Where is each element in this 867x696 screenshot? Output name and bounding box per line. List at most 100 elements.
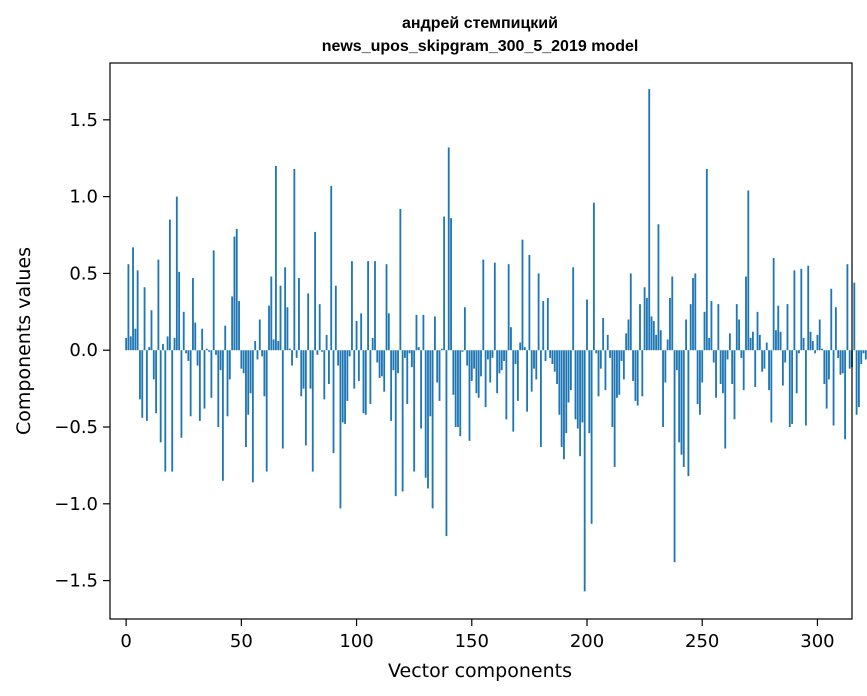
bar	[353, 350, 356, 389]
bar	[498, 350, 501, 374]
bar	[304, 350, 307, 446]
bar	[629, 273, 632, 351]
y-tick-label: −1.0	[54, 494, 98, 515]
bar	[182, 311, 185, 351]
y-tick-label: 0.0	[69, 340, 98, 361]
bar	[662, 350, 664, 428]
x-tick-label: 0	[120, 631, 131, 652]
bar	[429, 350, 432, 417]
bar	[348, 350, 351, 357]
bar	[466, 350, 469, 366]
bar	[611, 350, 614, 428]
bar	[208, 350, 211, 352]
bar	[173, 337, 176, 351]
bar	[825, 350, 828, 409]
bar	[493, 262, 496, 351]
bar	[770, 350, 773, 423]
bar	[768, 350, 770, 391]
bar	[546, 297, 549, 351]
bar	[786, 304, 789, 351]
bar	[788, 350, 791, 428]
bar	[406, 350, 409, 404]
bar	[834, 307, 837, 351]
bar	[588, 350, 591, 434]
bar	[427, 350, 429, 489]
bar	[597, 350, 600, 397]
bar	[795, 350, 798, 394]
bar	[233, 236, 236, 351]
bar	[187, 350, 190, 361]
bar	[277, 341, 280, 351]
bar	[715, 350, 717, 398]
bar	[231, 296, 234, 351]
bar	[496, 350, 499, 394]
bar	[645, 297, 648, 351]
bar	[828, 350, 830, 380]
bar	[745, 276, 747, 351]
bar	[731, 350, 734, 385]
bar	[692, 278, 694, 351]
bar	[316, 350, 319, 355]
bar	[314, 231, 317, 351]
bar	[618, 350, 621, 395]
bar	[321, 350, 323, 352]
bar	[583, 350, 586, 592]
bar	[572, 267, 575, 351]
bar	[738, 319, 741, 351]
bar	[392, 350, 395, 371]
bar	[749, 337, 752, 351]
bar	[703, 311, 706, 351]
bar	[860, 350, 863, 365]
bar	[139, 350, 141, 400]
bar	[857, 350, 860, 408]
bar	[758, 334, 761, 351]
bar	[129, 336, 132, 351]
bar	[470, 350, 473, 381]
bar	[761, 350, 764, 372]
bar	[590, 350, 593, 524]
bar	[408, 350, 411, 354]
bar	[809, 331, 812, 351]
bar	[701, 350, 704, 383]
bar	[360, 313, 363, 351]
bar	[337, 350, 340, 366]
bar	[798, 350, 800, 354]
bar	[666, 339, 669, 351]
bar	[450, 218, 452, 351]
bar	[639, 304, 641, 351]
bar	[491, 350, 494, 358]
bar	[523, 347, 526, 351]
bar	[309, 350, 312, 389]
bar	[364, 350, 367, 415]
bar	[293, 168, 296, 351]
bar	[565, 350, 568, 434]
bar	[433, 316, 436, 351]
bar	[468, 350, 471, 441]
bar	[586, 299, 588, 351]
bar	[671, 276, 674, 351]
y-tick-label: −1.5	[54, 571, 98, 592]
bar	[837, 350, 840, 358]
bar	[613, 350, 616, 467]
bar	[505, 350, 508, 420]
bar	[742, 350, 745, 391]
bar	[272, 339, 275, 351]
bar	[415, 314, 418, 351]
bar	[341, 350, 344, 423]
bar	[443, 216, 446, 351]
bar	[457, 350, 459, 428]
bar	[756, 311, 759, 351]
bar	[500, 350, 503, 371]
bar	[254, 341, 257, 351]
bar	[258, 319, 261, 351]
bar	[397, 350, 399, 374]
bar	[164, 350, 167, 472]
bar	[417, 347, 420, 351]
bar	[318, 304, 321, 351]
bar	[323, 350, 326, 400]
bar	[627, 319, 630, 351]
bar	[634, 350, 637, 401]
bar	[503, 350, 505, 361]
bar	[763, 350, 766, 369]
